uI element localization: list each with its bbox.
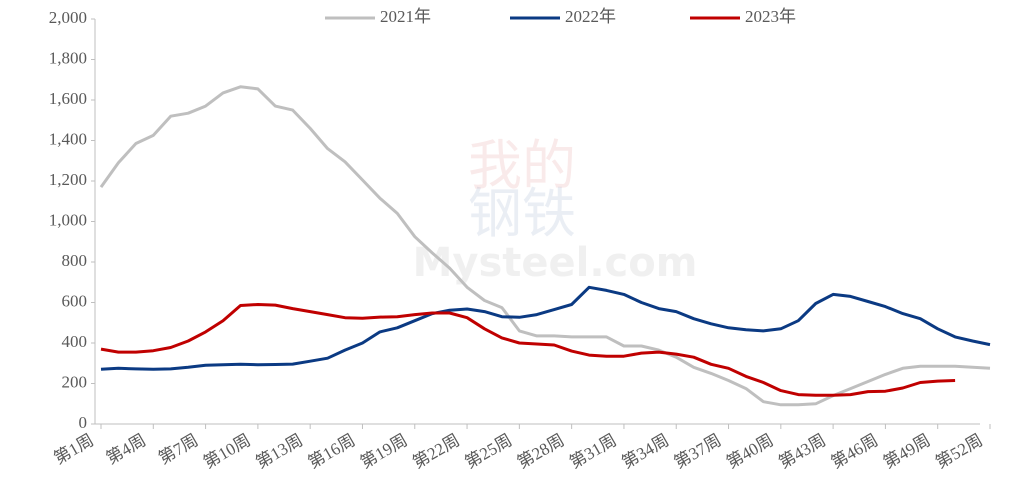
y-tick-label: 1,800 (49, 48, 87, 67)
x-tick-label: 第1周 (51, 430, 97, 468)
y-tick-label: 200 (62, 372, 88, 391)
x-tick-label: 第25周 (462, 430, 516, 472)
y-tick-label: 800 (62, 251, 88, 270)
x-tick-label: 第52周 (932, 430, 986, 472)
x-tick-label: 第46周 (828, 430, 882, 472)
x-tick-label: 第37周 (671, 430, 725, 472)
x-tick-label: 第7周 (155, 430, 201, 468)
x-tick-label: 第43周 (775, 430, 829, 472)
x-tick-label: 第40周 (723, 430, 777, 472)
x-tick-label: 第31周 (566, 430, 620, 472)
legend-label: 2023年 (745, 7, 796, 26)
watermark: 钢铁 (468, 182, 576, 245)
x-tick-label: 第34周 (619, 430, 673, 472)
y-tick-label: 400 (62, 332, 88, 351)
series-line (99, 85, 991, 407)
y-tick-label: 1,400 (49, 129, 87, 148)
x-tick-label: 第4周 (103, 430, 149, 468)
x-tick-label: 第28周 (514, 430, 568, 472)
x-tick-label: 第49周 (880, 430, 934, 472)
x-tick-label: 第13周 (252, 430, 306, 472)
watermark: 我的 (468, 134, 576, 197)
y-tick-label: 1,600 (49, 89, 87, 108)
y-tick-label: 600 (62, 291, 88, 310)
y-tick-label: 1,200 (49, 170, 87, 189)
series-line (100, 303, 956, 397)
legend-label: 2022年 (565, 7, 616, 26)
watermark: Mysteel.com (413, 240, 698, 286)
x-tick-label: 第19周 (357, 430, 411, 472)
x-tick-label: 第10周 (200, 430, 254, 472)
legend-label: 2021年 (380, 7, 431, 26)
x-tick-label: 第22周 (409, 430, 463, 472)
series-line (100, 285, 991, 371)
y-tick-label: 0 (79, 413, 88, 432)
y-tick-label: 2,000 (49, 8, 87, 27)
x-tick-label: 第16周 (305, 430, 359, 472)
y-tick-label: 1,000 (49, 210, 87, 229)
